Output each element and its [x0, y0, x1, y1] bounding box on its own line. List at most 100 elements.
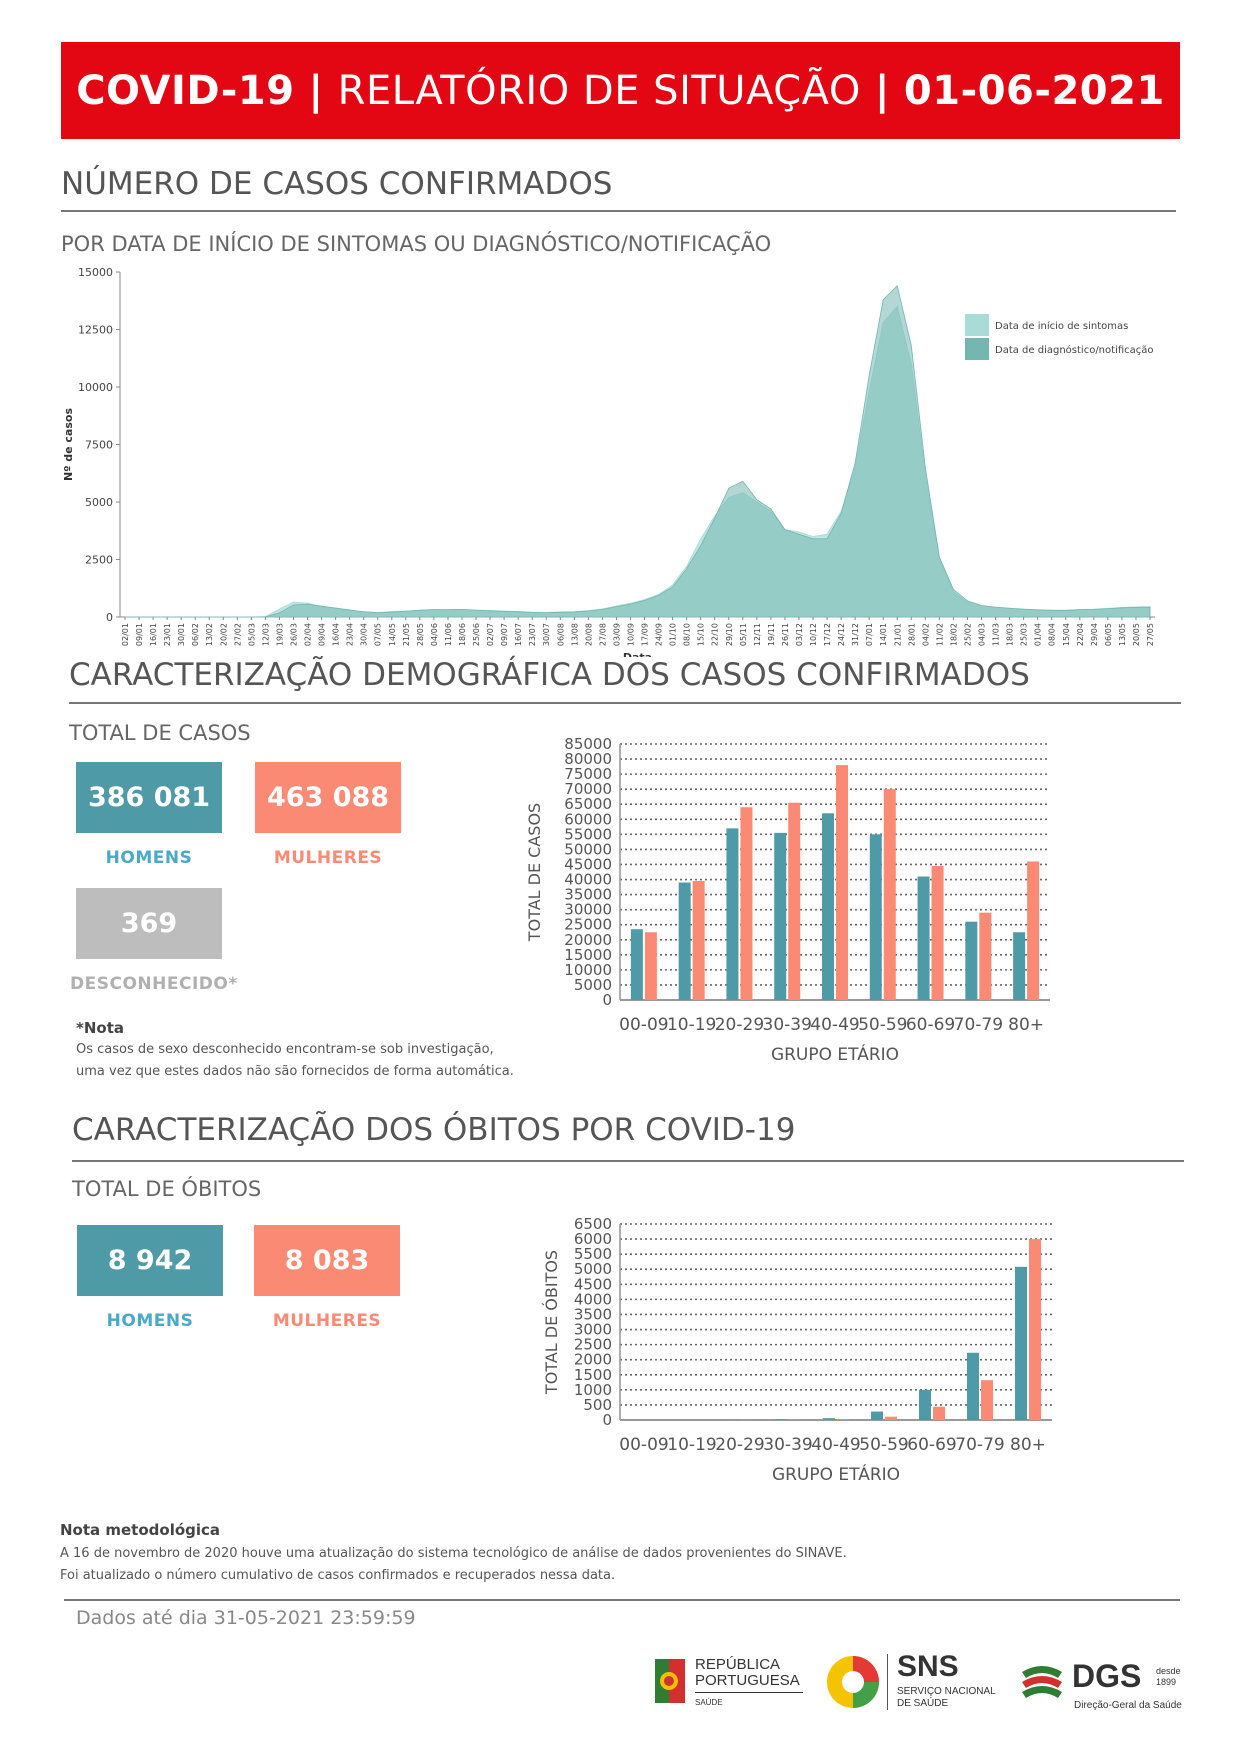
x-tick-label: 20/05: [1132, 623, 1141, 646]
y-axis-title: Nº de casos: [62, 408, 75, 481]
bar-women-60-69: [933, 1406, 945, 1420]
x-tick-label: 20-29: [715, 1015, 764, 1035]
x-tick-label: 13/05: [1118, 623, 1127, 646]
x-tick-label: 40-49: [811, 1435, 860, 1455]
methodology-line-1: A 16 de novembro de 2020 houve uma atual…: [60, 1546, 847, 1561]
legend-swatch: [965, 338, 989, 360]
y-tick-label: 1000: [574, 1381, 612, 1399]
y-tick-label: 3500: [574, 1305, 612, 1323]
x-tick-label: 15/10: [697, 623, 706, 646]
x-tick-label: 22/04: [1076, 623, 1085, 646]
men-cases-value: 386 081: [87, 782, 211, 813]
footer-divider: [64, 1599, 1180, 1601]
x-tick-label: 17/12: [823, 623, 832, 646]
bar-men-70-79: [965, 921, 978, 1000]
x-tick-label: 70-79: [954, 1015, 1003, 1035]
bar-men-40-49: [823, 1418, 835, 1420]
total-cases-subtitle: TOTAL DE CASOS: [69, 721, 251, 745]
x-tick-label: 80+: [1010, 1435, 1046, 1455]
x-tick-label: 19/11: [767, 623, 776, 646]
x-tick-label: 14/01: [879, 623, 888, 646]
banner-subtitle: RELATÓRIO DE SITUAÇÃO: [337, 67, 861, 114]
x-tick-label: 29/10: [725, 623, 734, 646]
y-tick-label: 6500: [574, 1215, 612, 1233]
y-tick-label: 40000: [564, 871, 612, 889]
y-tick-label: 65000: [564, 795, 612, 813]
x-tick-label: 28/01: [907, 623, 916, 646]
x-tick-label: 40-49: [810, 1015, 859, 1035]
y-tick-label: 0: [602, 991, 612, 1009]
sns-circle-icon: [827, 1656, 879, 1708]
sns-logo: SNS SERVIÇO NACIONAL DE SAÚDE: [825, 1650, 1005, 1716]
x-tick-label: 14/05: [388, 623, 397, 646]
y-tick-label: 2000: [574, 1351, 612, 1369]
x-tick-label: 24/09: [655, 623, 664, 646]
bar-men-10-19: [678, 882, 691, 1000]
x-tick-label: 31/12: [851, 623, 860, 646]
women-cases-label: MULHERES: [273, 848, 383, 868]
banner-separator: |: [308, 67, 324, 114]
y-tick-label: 12500: [78, 324, 113, 337]
bar-men-50-59: [869, 834, 882, 1000]
x-tick-label: 23/01: [163, 623, 172, 646]
x-tick-label: 15/04: [1062, 623, 1071, 646]
y-tick-label: 15000: [564, 946, 612, 964]
x-tick-label: 10-19: [667, 1015, 716, 1035]
x-tick-label: 01/04: [1034, 623, 1043, 646]
x-tick-label: 70-79: [955, 1435, 1004, 1455]
x-tick-label: 16/07: [514, 623, 523, 646]
section-cases-title: NÚMERO DE CASOS CONFIRMADOS: [61, 166, 613, 202]
republica-line-2: PORTUGUESA: [695, 1672, 800, 1689]
x-tick-label: 27/02: [233, 623, 242, 646]
y-tick-label: 5000: [574, 976, 612, 994]
dgs-sub-text: Direção-Geral da Saúde: [1074, 1700, 1182, 1711]
unknown-cases-label: DESCONHECIDO*: [70, 974, 238, 994]
x-tick-label: 09/01: [135, 623, 144, 646]
bar-women-50-59: [883, 789, 896, 1000]
women-deaths-label: MULHERES: [272, 1311, 382, 1331]
report-banner: COVID-19 | RELATÓRIO DE SITUAÇÃO | 01-06…: [61, 42, 1180, 139]
x-tick-label: 16/04: [332, 623, 341, 646]
x-tick-label: 04/02: [921, 623, 930, 646]
unknown-cases-box: 369: [76, 888, 222, 959]
x-tick-label: 13/08: [570, 623, 579, 646]
y-tick-label: 2500: [574, 1336, 612, 1354]
x-tick-label: 06/08: [556, 623, 565, 646]
total-deaths-subtitle: TOTAL DE ÓBITOS: [72, 1177, 262, 1201]
x-tick-label: 24/12: [837, 623, 846, 646]
men-deaths-box: 8 942: [77, 1225, 223, 1296]
legend-label: Data de início de sintomas: [995, 320, 1128, 332]
x-tick-label: 30/01: [177, 623, 186, 646]
x-tick-label: 02/01: [121, 623, 130, 646]
sns-sub-line-1: SERVIÇO NACIONAL: [897, 1686, 996, 1697]
women-deaths-box: 8 083: [254, 1225, 400, 1296]
section-deaths-title: CARACTERIZAÇÃO DOS ÓBITOS POR COVID-19: [72, 1112, 796, 1148]
x-tick-label: 30/07: [542, 623, 551, 646]
x-axis-title: GRUPO ETÁRIO: [772, 1463, 900, 1485]
y-tick-label: 4500: [574, 1275, 612, 1293]
x-tick-label: 11/02: [935, 623, 944, 646]
x-tick-label: 25/06: [472, 623, 481, 646]
x-tick-label: 08/04: [1048, 623, 1057, 646]
x-tick-label: 07/05: [374, 623, 383, 646]
women-cases-box: 463 088: [255, 762, 401, 833]
x-tick-label: 19/03: [275, 623, 284, 646]
x-tick-label: 60-69: [907, 1435, 956, 1455]
x-tick-label: 04/06: [430, 623, 439, 646]
republica-line-3: SAÚDE: [695, 1692, 803, 1711]
note-line-1: Os casos de sexo desconhecido encontram-…: [76, 1042, 494, 1057]
dgs-emblem-icon: [1022, 1666, 1062, 1698]
x-tick-label: 30-39: [763, 1435, 812, 1455]
y-tick-label: 5000: [574, 1260, 612, 1278]
x-tick-label: 12/11: [753, 623, 762, 646]
y-tick-label: 6000: [574, 1230, 612, 1248]
x-tick-label: 50-59: [858, 1015, 907, 1035]
banner-date: 01-06-2021: [903, 67, 1165, 114]
x-tick-label: 22/10: [711, 623, 720, 646]
x-tick-label: 21/05: [402, 623, 411, 646]
x-tick-label: 27/05: [1146, 623, 1155, 646]
bar-men-00-09: [630, 929, 643, 1000]
x-tick-label: 17/09: [641, 623, 650, 646]
y-tick-label: 70000: [564, 780, 612, 798]
y-tick-label: 20000: [564, 931, 612, 949]
